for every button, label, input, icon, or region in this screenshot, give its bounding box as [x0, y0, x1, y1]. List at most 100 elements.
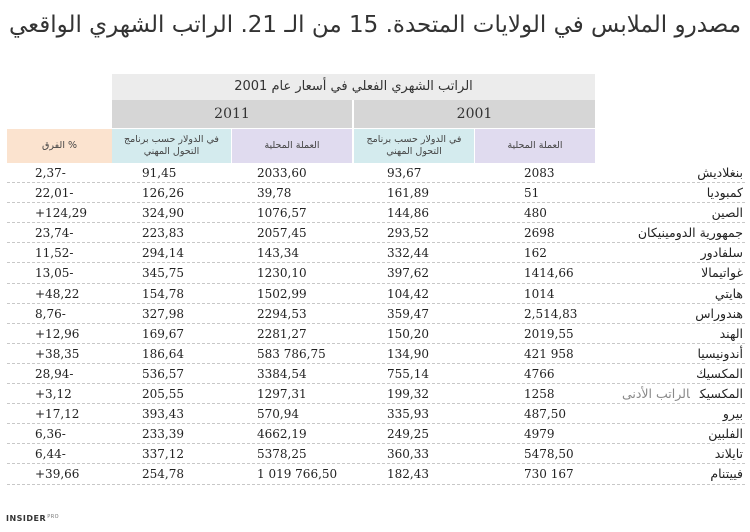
cell-local-2011: 1 019 766,50 — [257, 467, 338, 482]
cell-diff: +17,12 — [35, 407, 80, 422]
cell-local-2001: 4979 — [524, 427, 555, 442]
cell-local-2011: 2033,60 — [257, 166, 307, 180]
cell-local-2001: 162 — [524, 246, 547, 261]
cell-local-2001: 730 167 — [524, 467, 574, 482]
cell-country: بنغلاديش — [697, 163, 743, 183]
country-name: هايتي — [714, 285, 743, 301]
cell-local-2011: 3384,54 — [257, 366, 307, 381]
cell-local-2011: 1076,57 — [257, 206, 307, 221]
logo-text: INSIDER — [6, 514, 47, 523]
cell-local-2001: 4766 — [524, 366, 555, 381]
logo-sup: PRO — [47, 514, 60, 520]
country-name: المكسيك — [696, 365, 743, 381]
table-row: 11,52- 294,14 143,34 332,44 162 سلفادور — [7, 243, 745, 264]
cell-local-2011: 2294,53 — [257, 306, 307, 321]
table-row: 6,36- 233,39 4662,19 249,25 4979 الفلبين — [7, 424, 745, 445]
cell-usd-2001: 150,20 — [387, 326, 429, 341]
table-row: +3,12 205,55 1297,31 199,32 1258 المكسيك الرات… — [7, 384, 745, 405]
cell-local-2001: 480 — [524, 206, 547, 221]
cell-diff: 6,36- — [35, 427, 66, 442]
cell-usd-2011: 154,78 — [142, 286, 184, 301]
cell-usd-2011: 169,67 — [142, 326, 184, 341]
cell-local-2001: 1414,66 — [524, 266, 574, 281]
cell-local-2001: 2,514,83 — [524, 306, 578, 321]
cell-country: هندوراس — [695, 304, 743, 324]
cell-usd-2011: 205,55 — [142, 387, 184, 402]
cell-usd-2001: 144,86 — [387, 206, 429, 221]
cell-diff: +12,96 — [35, 326, 80, 341]
country-name: بيرو — [722, 406, 743, 422]
cell-usd-2001: 335,93 — [387, 407, 429, 422]
cell-local-2001: 1014 — [524, 286, 555, 301]
cell-usd-2001: 249,25 — [387, 427, 429, 442]
table-row: +38,35 186,64 583 786,75 134,90 421 958 أندون… — [7, 344, 745, 364]
cell-local-2011: 1230,10 — [257, 266, 307, 281]
cell-diff: +124,29 — [35, 206, 88, 221]
cell-country: سلفادور — [701, 243, 743, 263]
cell-diff: +48,22 — [35, 286, 80, 301]
cell-local-2001: 2019,55 — [524, 326, 574, 341]
cell-diff: +38,35 — [35, 346, 80, 361]
cell-local-2011: 570,94 — [257, 407, 299, 422]
cell-diff: 13,05- — [35, 266, 74, 281]
cell-diff: 8,76- — [35, 306, 66, 321]
cell-usd-2001: 104,42 — [387, 286, 429, 301]
cell-country: فييتنام — [710, 464, 743, 484]
cell-local-2011: 2057,45 — [257, 226, 307, 241]
table-row: 23,74- 223,83 2057,45 293,52 2698 جمهورية الد… — [7, 223, 745, 244]
table-row: 2,37- 91,45 2033,60 93,67 2083 بنغلاديش — [7, 163, 745, 184]
table-row: +39,66 254,78 1 019 766,50 182,43 730 167 فيي… — [7, 464, 745, 485]
cell-local-2011: 1502,99 — [257, 286, 307, 301]
cell-local-2011: 4662,19 — [257, 427, 307, 442]
country-name: بنغلاديش — [697, 165, 743, 180]
cell-local-2001: 2698 — [524, 226, 555, 241]
cell-usd-2011: 254,78 — [142, 467, 184, 482]
cell-usd-2001: 293,52 — [387, 226, 429, 241]
cell-country: أندونيسيا — [697, 344, 743, 364]
table-row: 8,76- 327,98 2294,53 359,47 2,514,83 هندوراس — [7, 304, 745, 324]
cell-usd-2011: 186,64 — [142, 346, 184, 361]
cell-diff: 6,44- — [35, 447, 66, 462]
country-name: الهند — [719, 325, 743, 341]
insider-pro-logo: INSIDERPRO — [6, 514, 59, 523]
country-name: كمبوديا — [706, 185, 743, 201]
country-name: هندوراس — [695, 305, 743, 321]
cell-country: الفلبين — [708, 424, 743, 444]
country-note: الراتب الأدنى — [621, 386, 690, 402]
table-row: 6,44- 337,12 5378,25 360,33 5478,50 تايلاند — [7, 444, 745, 465]
cell-diff: 11,52- — [35, 246, 74, 261]
country-name: أندونيسيا — [697, 345, 743, 361]
cell-local-2011: 143,34 — [257, 246, 299, 261]
header-col-usd-2001: في الدولار حسب برنامج التحول المهني — [354, 129, 474, 163]
country-name: فييتنام — [710, 466, 743, 482]
table-row: 28,94- 536,57 3384,54 755,14 4766 المكسيك — [7, 364, 745, 385]
table-row: +48,22 154,78 1502,99 104,42 1014 هايتي — [7, 284, 745, 304]
cell-country: كمبوديا — [707, 183, 743, 203]
cell-local-2011: 5378,25 — [257, 447, 307, 462]
cell-usd-2001: 360,33 — [387, 447, 429, 462]
cell-diff: 22,01- — [35, 186, 74, 201]
cell-diff: +39,66 — [35, 467, 80, 482]
header-main: الراتب الشهري الفعلي في أسعار عام 2001 — [112, 74, 595, 100]
country-name: الصين — [711, 205, 743, 221]
table-body: 2,37- 91,45 2033,60 93,67 2083 بنغلاديش 22,01-… — [7, 163, 745, 485]
cell-local-2001: 487,50 — [524, 407, 566, 422]
cell-usd-2011: 337,12 — [142, 447, 184, 462]
table-row: 13,05- 345,75 1230,10 397,62 1414,66 غواتيمال… — [7, 263, 745, 284]
cell-usd-2001: 397,62 — [387, 266, 429, 281]
header-col-usd-2011: في الدولار حسب برنامج التحول المهني — [112, 129, 231, 163]
table-row: +124,29 324,90 1076,57 144,86 480 الصين — [7, 203, 745, 224]
cell-local-2001: 51 — [524, 186, 540, 201]
header-col-local-2011: العملة المحلية — [232, 129, 352, 163]
cell-usd-2001: 93,67 — [387, 166, 422, 180]
table-row: 22,01- 126,26 39,78 161,89 51 كمبوديا — [7, 183, 745, 204]
cell-usd-2001: 755,14 — [387, 366, 429, 381]
cell-local-2011: 1297,31 — [257, 387, 307, 402]
header-col-diff: % الفرق — [7, 129, 112, 163]
cell-diff: 23,74- — [35, 226, 74, 241]
cell-usd-2011: 126,26 — [142, 186, 184, 201]
header-year-2011: 2011 — [112, 100, 352, 128]
cell-local-2011: 583 786,75 — [257, 346, 326, 361]
country-name: تايلاند — [714, 446, 743, 462]
cell-usd-2011: 345,75 — [142, 266, 184, 281]
